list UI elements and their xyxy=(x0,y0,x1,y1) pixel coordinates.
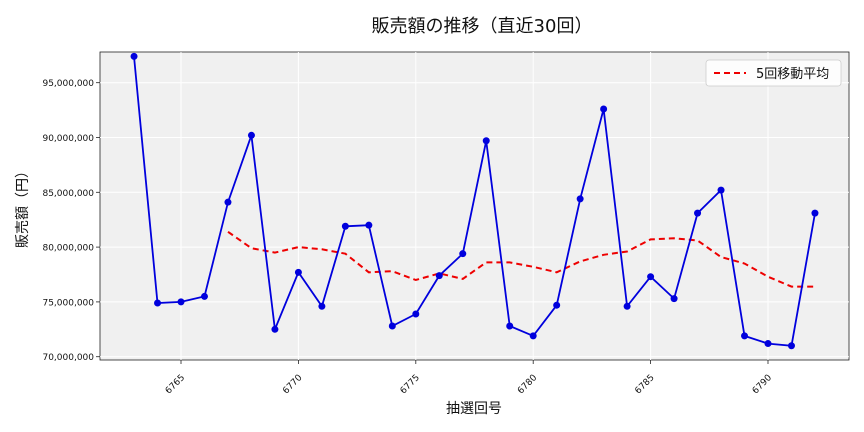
sales-point xyxy=(717,186,725,194)
grid xyxy=(100,52,849,360)
sales-point xyxy=(787,342,795,350)
sales-point xyxy=(600,105,608,113)
legend-label-moving-average: 5回移動平均 xyxy=(756,67,829,82)
series-layer xyxy=(130,52,819,350)
legend-box xyxy=(705,59,842,87)
sales-point xyxy=(154,299,162,307)
x-axis-label: 抽選回号 xyxy=(446,401,502,417)
moving-average-line xyxy=(227,230,815,288)
sales-point xyxy=(177,298,185,306)
sales-point xyxy=(200,292,208,300)
y-axis-ticks: 70,000,000 75,000,000 80,000,000 85,000,000… xyxy=(42,79,100,363)
y-tick-label: 85,000,000 xyxy=(42,189,94,199)
sales-point xyxy=(388,322,396,330)
sales-point xyxy=(318,302,326,310)
sales-point xyxy=(341,222,349,230)
sales-point xyxy=(694,209,702,217)
sales-point xyxy=(459,250,467,258)
chart-title: 販売額の推移（直近30回） xyxy=(372,16,593,37)
sales-point xyxy=(811,209,819,217)
sales-point xyxy=(741,332,749,340)
sales-point xyxy=(365,221,373,229)
sales-point xyxy=(271,325,279,333)
y-tick-label: 70,000,000 xyxy=(42,353,94,363)
sales-point xyxy=(553,301,561,309)
y-tick-label: 75,000,000 xyxy=(42,298,94,308)
legend: 5回移動平均 xyxy=(705,59,842,87)
sales-point xyxy=(412,310,420,318)
y-tick-label: 80,000,000 xyxy=(42,244,94,254)
sales-point xyxy=(506,322,514,330)
sales-point xyxy=(247,131,255,139)
sales-point xyxy=(529,332,537,340)
sales-point xyxy=(482,137,490,145)
y-tick-label: 90,000,000 xyxy=(42,134,94,144)
sales-point xyxy=(623,302,631,310)
sales-point xyxy=(294,268,302,276)
sales-point xyxy=(224,198,232,206)
y-axis-label: 販売額（円） xyxy=(15,164,31,248)
sales-point xyxy=(130,52,138,60)
sales-point xyxy=(435,272,443,280)
sales-point xyxy=(576,195,584,203)
y-tick-label: 95,000,000 xyxy=(42,79,94,89)
sales-point xyxy=(647,273,655,281)
plot-area xyxy=(99,51,850,361)
sales-line xyxy=(133,56,816,347)
sales-point xyxy=(764,340,772,348)
sales-point xyxy=(670,295,678,303)
